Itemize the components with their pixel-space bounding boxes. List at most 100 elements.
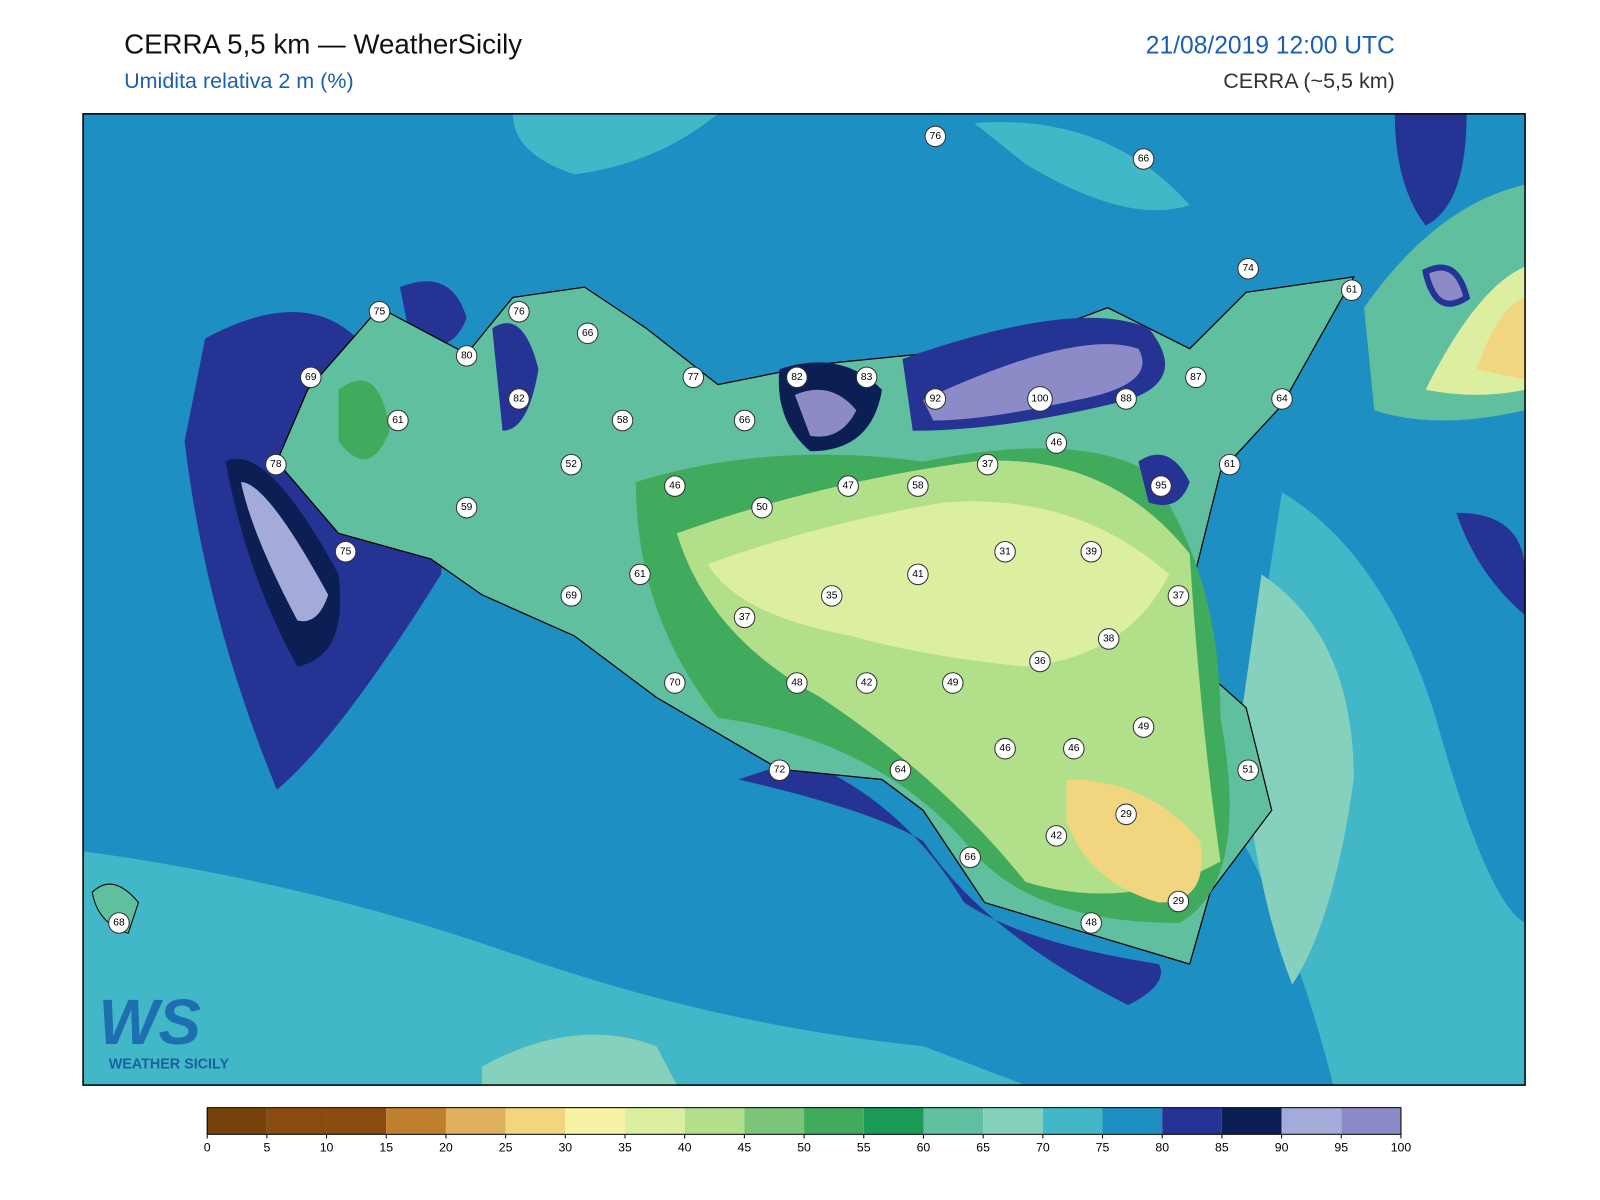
station-marker xyxy=(1045,432,1068,454)
station: 59 xyxy=(455,496,478,519)
colorbar-tick-label: 80 xyxy=(1155,1141,1169,1155)
station: 29 xyxy=(1115,803,1137,826)
logo: WS WEATHER SICILY xyxy=(98,987,229,1073)
station-value: 29 xyxy=(1120,809,1132,820)
station-value: 49 xyxy=(947,678,959,689)
colorbar-tick-label: 45 xyxy=(738,1141,752,1155)
station-marker xyxy=(455,496,478,519)
colorbar-swatch xyxy=(983,1107,1043,1135)
station: 42 xyxy=(1045,825,1068,847)
station-marker xyxy=(1045,825,1068,847)
station-value: 61 xyxy=(1224,459,1236,470)
station-value: 58 xyxy=(912,481,924,492)
station-value: 49 xyxy=(1138,722,1150,733)
station-marker xyxy=(976,453,999,476)
colorbar-tick-label: 5 xyxy=(263,1141,270,1155)
station-marker xyxy=(786,672,808,694)
station-marker xyxy=(1115,803,1137,826)
station: 66 xyxy=(576,322,599,345)
station: 58 xyxy=(611,409,634,432)
station-marker xyxy=(751,496,773,519)
station-value: 41 xyxy=(912,569,924,580)
station-marker xyxy=(1027,386,1053,412)
station: 92 xyxy=(924,388,947,410)
station: 50 xyxy=(751,496,773,519)
station: 46 xyxy=(664,475,686,497)
colorbar-swatch xyxy=(1162,1107,1222,1135)
station-value: 42 xyxy=(1051,830,1063,841)
station-marker xyxy=(1063,737,1085,760)
station: 39 xyxy=(1080,541,1103,563)
colorbar-swatch xyxy=(1341,1107,1401,1135)
colorbar-tick-label: 100 xyxy=(1391,1141,1412,1155)
station-value: 51 xyxy=(1242,765,1254,776)
station: 35 xyxy=(820,585,843,607)
station-marker xyxy=(455,345,478,367)
station-value: 48 xyxy=(1086,918,1098,929)
colorbar-swatch xyxy=(804,1107,864,1135)
colorbar-tick-label: 90 xyxy=(1275,1141,1289,1155)
station-marker xyxy=(387,409,409,432)
station: 69 xyxy=(299,366,322,389)
station-marker xyxy=(994,541,1016,563)
station-marker xyxy=(1080,912,1103,934)
station-marker xyxy=(786,366,808,389)
station-value: 47 xyxy=(842,481,854,492)
colorbar-tick-label: 30 xyxy=(558,1141,572,1155)
station: 68 xyxy=(108,912,130,934)
colorbar-tick-label: 40 xyxy=(678,1141,692,1155)
station-value: 35 xyxy=(826,590,838,601)
station-value: 68 xyxy=(113,918,125,929)
station: 52 xyxy=(560,453,583,476)
station: 47 xyxy=(837,475,859,497)
station-marker xyxy=(611,409,634,432)
station: 88 xyxy=(1115,388,1137,410)
station-value: 31 xyxy=(999,546,1011,557)
station-marker xyxy=(994,737,1016,760)
station-marker xyxy=(299,366,322,389)
station: 51 xyxy=(1237,759,1259,781)
station-marker xyxy=(1132,148,1155,170)
station-marker xyxy=(1185,366,1207,389)
station: 37 xyxy=(733,606,756,629)
station-marker xyxy=(682,366,705,389)
station-marker xyxy=(664,475,686,497)
colorbar-tick-label: 25 xyxy=(499,1141,513,1155)
station-value: 66 xyxy=(1138,153,1150,164)
colorbar-tick-label: 70 xyxy=(1036,1141,1050,1155)
station-value: 37 xyxy=(1173,590,1185,601)
station: 80 xyxy=(455,345,478,367)
station-value: 52 xyxy=(566,459,578,470)
colorbar-swatch xyxy=(207,1107,267,1135)
station-marker xyxy=(1097,628,1120,650)
station-marker xyxy=(942,672,964,694)
station-value: 69 xyxy=(305,372,317,383)
station: 61 xyxy=(629,563,651,586)
station-marker xyxy=(334,541,357,563)
colorbar-tick-label: 20 xyxy=(439,1141,453,1155)
station-value: 72 xyxy=(774,765,786,776)
station-value: 75 xyxy=(374,306,386,317)
station-value: 92 xyxy=(930,393,942,404)
station-value: 83 xyxy=(861,372,873,383)
station-value: 66 xyxy=(582,328,594,339)
station: 42 xyxy=(855,672,878,694)
colorbar-swatch xyxy=(1042,1107,1103,1135)
station-value: 87 xyxy=(1190,372,1202,383)
station-marker xyxy=(924,388,947,410)
station: 82 xyxy=(508,388,530,410)
station-value: 77 xyxy=(688,372,700,383)
colorbar: 0 5 10 15 20 25 30 35 40 45 50 55 60 65 70 75 80 85 90 95 10… xyxy=(204,1107,1412,1155)
station-marker xyxy=(1132,716,1155,738)
logo-name: WEATHER SICILY xyxy=(109,1057,230,1073)
station-value: 64 xyxy=(895,765,907,776)
station: 75 xyxy=(368,301,391,323)
colorbar-tick-label: 60 xyxy=(917,1141,931,1155)
station: 76 xyxy=(924,125,947,148)
logo-mark: WS xyxy=(98,987,200,1058)
colorbar-swatch xyxy=(505,1107,566,1135)
station-value: 37 xyxy=(982,459,994,470)
station: 58 xyxy=(907,475,929,497)
station: 64 xyxy=(1271,388,1293,410)
station-value: 46 xyxy=(1051,438,1063,449)
